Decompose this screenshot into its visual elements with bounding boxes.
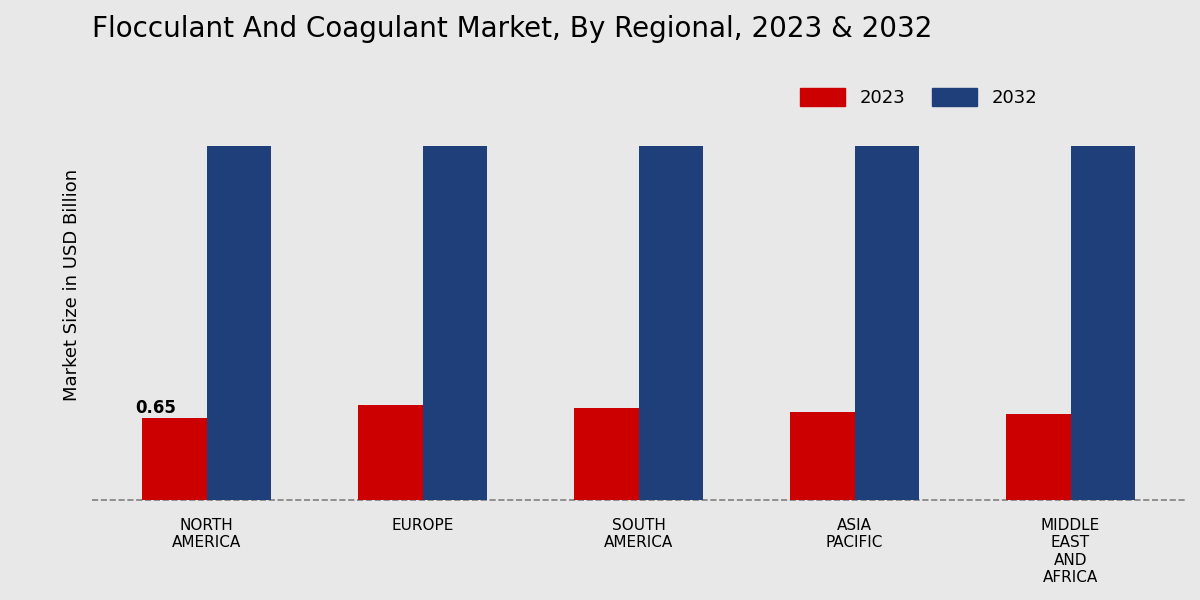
Y-axis label: Market Size in USD Billion: Market Size in USD Billion — [62, 169, 82, 401]
Bar — [790, 412, 854, 500]
Bar — [206, 146, 271, 500]
Bar — [142, 418, 206, 500]
Bar — [574, 408, 638, 500]
Bar — [1006, 415, 1070, 500]
Bar — [422, 146, 487, 500]
Bar — [358, 406, 422, 500]
Text: Flocculant And Coagulant Market, By Regional, 2023 & 2032: Flocculant And Coagulant Market, By Regi… — [92, 15, 932, 43]
Text: 0.65: 0.65 — [136, 398, 176, 416]
Bar — [1070, 146, 1135, 500]
Bar — [854, 146, 919, 500]
Legend: 2023, 2032: 2023, 2032 — [793, 80, 1045, 115]
Bar — [638, 146, 703, 500]
